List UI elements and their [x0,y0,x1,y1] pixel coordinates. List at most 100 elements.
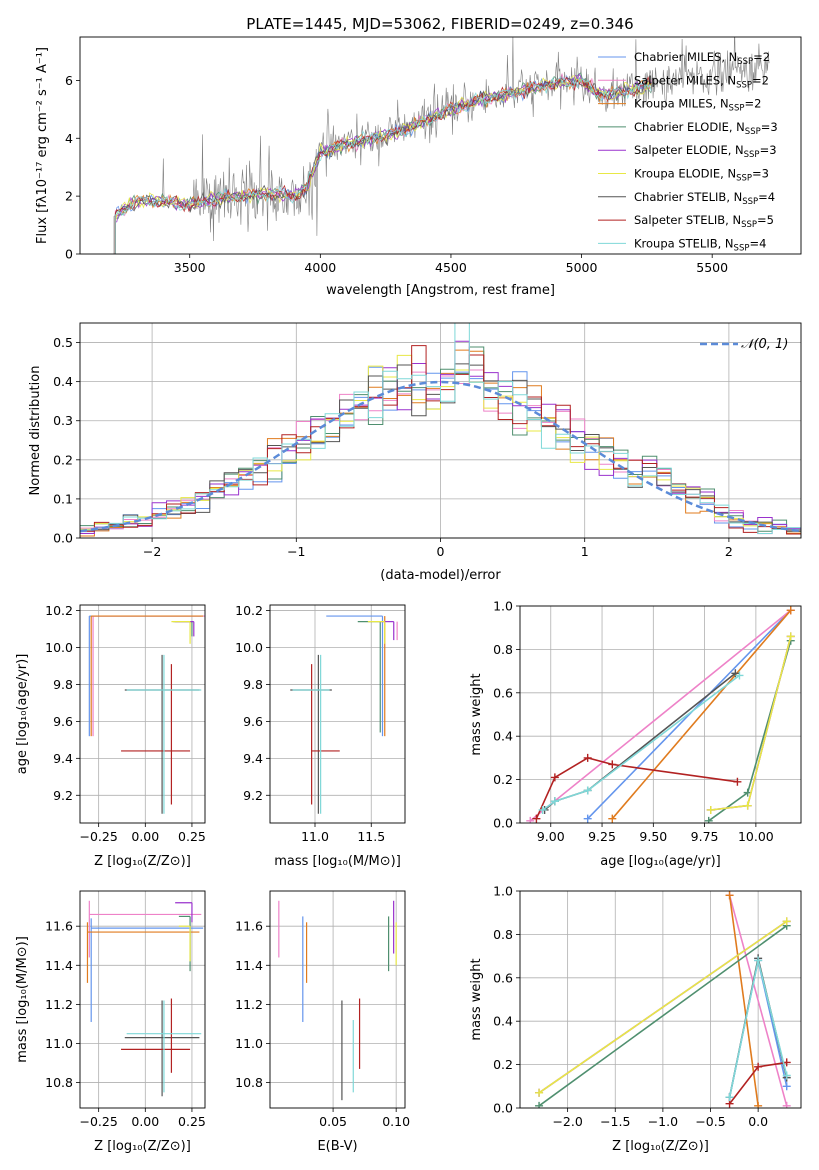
axes-frame [79,36,802,255]
weight-marker-kroupa_stelib [754,956,763,965]
legend-entry-salpeter_elodie: Salpeter ELODIE, NSSP=3 [634,143,777,160]
weight-marker-kroupa_miles [754,1101,763,1108]
x-tick-label: 0.10 [382,1114,410,1129]
y-tick-label: 10.8 [235,1075,263,1090]
weight-marker-salpeter_stelib [550,773,559,782]
x-tick-label: 0.00 [131,1114,159,1129]
y-tick-label: 10.2 [235,603,263,618]
panel-age_vs_z: −0.25 0.00 0.25 9.2 9.4 9.6 9.8 10.0 10.2 Z [log₁… [15,603,206,869]
weight-marker-kroupa_stelib [725,1093,734,1102]
y-axis-label: mass weight [469,958,484,1040]
spectrum-model-salpeter_miles [114,72,652,254]
axes-frame [269,890,406,1109]
panel-spectrum: 3500 4000 4500 5000 5500 0 2 4 6 wavelength [Angs… [35,36,802,298]
plot-area [290,615,398,814]
weight-line-kroupa_stelib [542,674,740,811]
legend-entry-gaussian: 𝒩(0, 1) [741,337,788,352]
y-tick-label: 0.3 [53,413,73,428]
x-tick-label: −2.0 [552,1114,582,1129]
weight-marker-kroupa_elodie [743,801,752,810]
figure-title: PLATE=1445, MJD=53062, FIBERID=0249, z=0… [246,15,633,33]
gaussian-reference-curve [80,380,801,533]
y-tick-label: 10.0 [45,640,73,655]
weight-marker-kroupa_elodie [786,632,795,641]
y-axis-label: Normed distribution [28,366,43,496]
y-tick-label: 2 [65,189,73,204]
x-tick-label: 4500 [435,260,467,275]
y-tick-label: 10.8 [45,1075,73,1090]
y-tick-label: 11.2 [45,997,73,1012]
legend-entry-kroupa_stelib: Kroupa STELIB, NSSP=4 [634,236,766,253]
y-tick-label: 11.6 [235,919,263,934]
spectrum-model-kroupa_stelib [114,76,652,254]
spectrum-model-salpeter_stelib [114,76,652,254]
x-axis-label: mass [log₁₀(M/M⊙)] [274,854,401,869]
weight-line-kroupa_elodie [538,920,788,1094]
weight-marker-chabrier_elodie [535,1101,544,1108]
weight-marker-salpeter_stelib [754,1062,763,1071]
weight-line-kroupa_miles [611,609,792,820]
y-tick-label: 4 [65,131,73,146]
spectrum-model-chabrier_stelib [114,76,652,254]
weight-marker-salpeter_miles [526,816,535,823]
x-axis-label: wavelength [Angstrom, rest frame] [326,283,555,298]
weight-marker-kroupa_stelib [782,1071,791,1080]
panel-age_vs_mass: 11.0 11.5 9.2 9.4 9.6 9.8 10.0 10.2 mass [log₁₀(… [235,603,406,869]
legend-entry-chabrier_stelib: Chabrier STELIB, NSSP=4 [634,190,775,207]
weight-marker-kroupa_elodie [535,1088,544,1097]
panel-weight_vs_age: 9.00 9.25 9.50 9.75 10.00 0.0 0.2 0.4 0.6 0.8 1.0 a… [469,599,802,869]
y-tick-label: 11.0 [45,1036,73,1051]
weight-marker-salpeter_stelib [733,777,742,786]
x-tick-label: 9.50 [639,829,667,844]
legend-entry-kroupa_miles: Kroupa MILES, NSSP=2 [634,97,761,114]
x-tick-label: 9.00 [537,829,565,844]
x-tick-label: 0.0 [748,1114,768,1129]
weight-marker-chabrier_miles [583,814,592,823]
y-tick-label: 9.4 [243,751,263,766]
x-axis-label: Z [log₁₀(Z/Z⊙)] [612,1139,709,1154]
weight-marker-salpeter_stelib [532,814,541,823]
y-tick-label: 6 [65,73,73,88]
x-axis-label: age [log₁₀(age/yr)] [600,854,721,869]
y-tick-label: 0.4 [493,1014,513,1029]
y-tick-label: 0.6 [493,685,513,700]
x-tick-label: −1 [287,544,305,559]
y-axis-label: mass weight [469,673,484,755]
y-tick-label: 9.2 [243,788,263,803]
y-tick-label: 9.6 [53,714,73,729]
weight-marker-kroupa_miles [786,606,795,615]
spectrum-model-kroupa_miles [114,78,652,254]
axes-frame [269,604,406,824]
y-tick-label: 0.4 [53,374,73,389]
x-tick-label: 0.05 [319,1114,347,1129]
weight-marker-kroupa_elodie [782,917,791,926]
y-tick-label: 11.4 [45,958,73,973]
x-tick-label: 1 [581,544,589,559]
x-tick-label: 0.00 [131,829,159,844]
spectrum-model-chabrier_miles [114,74,652,254]
panel-mass_vs_z: −0.25 0.00 0.25 10.8 11.0 11.2 11.4 11.6 Z [log₁… [15,890,206,1154]
spectrum-model-salpeter_elodie [114,73,652,254]
y-tick-label: 0.2 [53,452,73,467]
x-tick-label: −1.0 [648,1114,678,1129]
weight-marker-chabrier_elodie [704,816,713,823]
y-tick-label: 0.6 [493,970,513,985]
y-tick-label: 1.0 [493,884,513,899]
y-tick-label: 10.2 [45,603,73,618]
legend-entry-chabrier_elodie: Chabrier ELODIE, NSSP=3 [634,120,778,137]
histogram-kroupa_stelib [80,323,801,538]
x-axis-label: Z [log₁₀(Z/Z⊙)] [94,854,191,869]
y-tick-label: 9.6 [243,714,263,729]
weight-marker-chabrier_stelib [731,669,740,678]
weight-line-chabrier_elodie [708,640,792,822]
plot-area [526,606,795,823]
x-tick-label: 11.5 [357,829,385,844]
weight-marker-kroupa_stelib [735,671,744,680]
y-tick-label: 0 [65,247,73,262]
panel-residuals: −2 −1 0 1 2 0.0 0.1 0.2 0.3 0.4 0.5 (data-model)/er… [28,322,802,583]
panel-mass_vs_ebv: 0.05 0.10 10.8 11.0 11.2 11.4 11.6 E(B-V) [235,890,410,1154]
weight-marker-kroupa_elodie [706,805,715,814]
x-tick-label: −1.5 [600,1114,630,1129]
y-tick-label: 11.4 [235,958,263,973]
y-tick-label: 1.0 [493,599,513,614]
